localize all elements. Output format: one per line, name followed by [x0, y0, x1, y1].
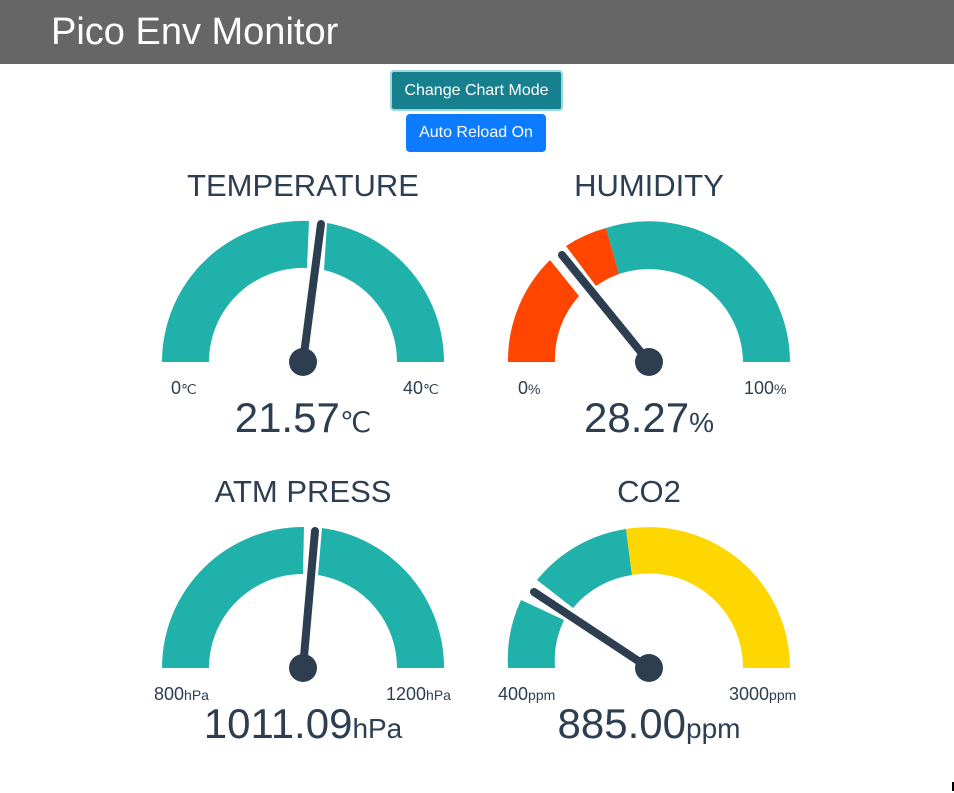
co2-arc-yellow: [626, 527, 790, 668]
temperature-max-value: 40: [403, 378, 424, 398]
humidity-max-value: 100: [744, 378, 775, 398]
scroll-corner-mark: [952, 782, 954, 791]
co2-unit: ppm: [686, 713, 741, 744]
co2-arc-teal-mid: [537, 529, 632, 608]
temperature-min-label: 0℃: [171, 378, 197, 399]
humidity-unit: %: [689, 407, 714, 438]
temperature-arc-right: [324, 223, 445, 362]
co2-title: CO2: [617, 474, 681, 509]
page-title: Pico Env Monitor: [51, 11, 339, 53]
temperature-value: 21.57: [234, 394, 340, 441]
temperature-min-unit: ℃: [181, 381, 197, 397]
co2-min-value: 400: [498, 684, 529, 704]
co2-gauge: [507, 527, 790, 682]
pressure-max-label: 1200hPa: [386, 684, 451, 705]
humidity-needle-hub: [635, 348, 663, 376]
temperature-gauge: [161, 220, 445, 376]
humidity-min-unit: %: [528, 381, 541, 397]
temperature-unit: ℃: [339, 407, 372, 438]
pressure-max-unit: hPa: [426, 687, 451, 703]
pressure-arc-right: [318, 528, 445, 668]
co2-max-label: 3000ppm: [729, 684, 796, 705]
humidity-arc-red-low: [507, 260, 579, 362]
humidity-arc-teal: [606, 221, 790, 362]
pressure-min-unit: hPa: [184, 687, 209, 703]
co2-value: 885.00: [557, 700, 686, 747]
co2-needle: [530, 588, 653, 672]
humidity-min-label: 0%: [518, 378, 540, 399]
pressure-min-value: 800: [154, 684, 185, 704]
co2-reading: 885.00ppm: [499, 700, 799, 748]
temperature-max-unit: ℃: [423, 381, 439, 397]
temperature-min-value: 0: [171, 378, 182, 398]
co2-max-value: 3000: [729, 684, 770, 704]
humidity-value: 28.27: [583, 394, 690, 441]
humidity-reading: 28.27%: [499, 394, 799, 442]
co2-max-unit: ppm: [769, 687, 797, 703]
temperature-reading: 21.57℃: [153, 394, 453, 442]
co2-needle-hub: [635, 654, 663, 682]
pressure-title: ATM PRESS: [214, 474, 392, 509]
pressure-needle-hub: [289, 654, 317, 682]
humidity-gauge: [507, 221, 790, 376]
pressure-min-label: 800hPa: [154, 684, 209, 705]
change-chart-mode-button[interactable]: Change Chart Mode: [390, 70, 563, 111]
co2-min-unit: ppm: [528, 687, 556, 703]
pressure-arc-left: [162, 526, 304, 668]
auto-reload-button[interactable]: Auto Reload On: [406, 114, 546, 152]
temperature-title: TEMPERATURE: [187, 168, 419, 203]
humidity-min-value: 0: [518, 378, 529, 398]
humidity-needle: [558, 251, 653, 366]
app-header: Pico Env Monitor: [0, 0, 954, 64]
humidity-max-label: 100%: [744, 378, 787, 399]
temperature-max-label: 40℃: [403, 378, 439, 399]
temperature-needle-hub: [289, 348, 317, 376]
pressure-gauge: [162, 526, 445, 682]
humidity-arc-red-mid: [566, 228, 619, 286]
humidity-max-unit: %: [774, 381, 787, 397]
pressure-value: 1011.09: [203, 700, 353, 747]
co2-min-label: 400ppm: [498, 684, 555, 705]
humidity-title: HUMIDITY: [574, 168, 724, 203]
temperature-arc-left: [161, 220, 309, 362]
pressure-max-value: 1200: [386, 684, 427, 704]
temperature-needle: [299, 220, 325, 366]
pressure-reading: 1011.09hPa: [153, 700, 453, 748]
co2-arc-teal-low: [507, 600, 564, 668]
pressure-unit: hPa: [352, 713, 403, 744]
pressure-needle: [299, 527, 319, 672]
